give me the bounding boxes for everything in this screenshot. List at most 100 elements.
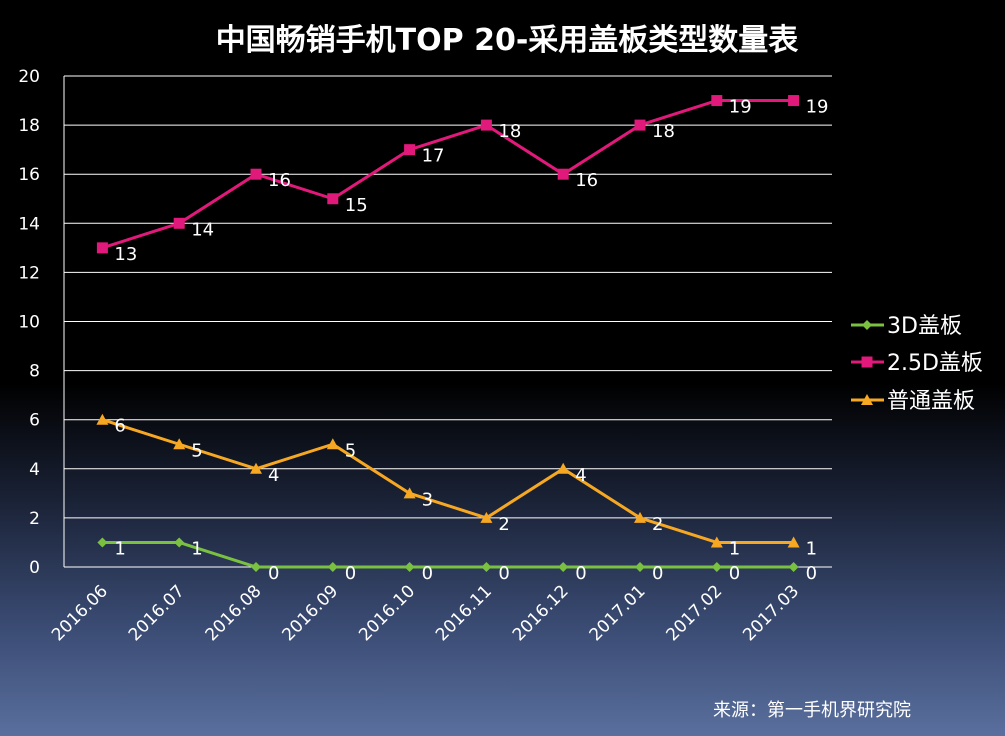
data-label: 3 — [422, 489, 433, 510]
x-tick-labels: 2016.06 2016.07 2016.08 2016.09 2016.10 2016.… — [48, 581, 803, 645]
series-group: 1 1 0 0 0 0 0 0 0 0 13 14 16 15 17 18 16 18 19 19 6 5 4 5 3 2 4 2 1 1 — [96, 95, 829, 584]
y-tick-label: 10 — [18, 313, 40, 333]
data-point-triangle — [787, 536, 800, 548]
legend-label: 3D盖板 — [887, 314, 962, 339]
y-tick-label: 4 — [29, 460, 40, 480]
legend-label: 2.5D盖板 — [887, 351, 983, 376]
source-note: 来源：第一手机界研究院 — [713, 700, 911, 721]
y-tick-labels: 0 2 4 6 8 10 12 14 16 18 20 — [18, 67, 40, 578]
data-label: 1 — [191, 538, 202, 559]
data-point-square — [327, 193, 339, 205]
y-tick-label: 0 — [29, 558, 40, 578]
x-tick-label: 2016.07 — [125, 581, 189, 645]
data-label: 15 — [345, 195, 368, 216]
data-label: 2 — [498, 514, 509, 535]
y-tick-label: 14 — [18, 214, 40, 234]
data-point-triangle — [96, 413, 109, 425]
data-label: 16 — [268, 170, 291, 191]
data-label: 0 — [806, 563, 817, 584]
x-tick-label: 2017.03 — [739, 581, 803, 645]
legend-entry: 2.5D盖板 — [851, 351, 983, 376]
data-point-square — [250, 168, 262, 180]
chart-title: 中国畅销手机TOP 20-采用盖板类型数量表 — [216, 23, 799, 58]
series-line — [102, 540, 794, 569]
data-label: 18 — [498, 121, 521, 142]
data-label: 0 — [422, 563, 433, 584]
data-point-square — [861, 356, 873, 368]
data-point-square — [480, 119, 492, 131]
data-point-square — [404, 144, 416, 156]
data-label: 0 — [652, 563, 663, 584]
data-point-square — [634, 119, 646, 131]
data-point-diamond — [711, 562, 722, 572]
data-label: 14 — [191, 219, 214, 240]
data-label: 0 — [575, 563, 586, 584]
data-label: 0 — [268, 563, 279, 584]
legend-entry: 3D盖板 — [851, 314, 962, 339]
data-point-diamond — [404, 562, 415, 572]
x-tick-label: 2017.02 — [662, 581, 726, 645]
data-point-diamond — [174, 537, 185, 548]
series-1: 13 14 16 15 17 18 16 18 19 19 — [96, 95, 829, 265]
data-point-square — [96, 242, 108, 254]
x-tick-label: 2016.11 — [432, 581, 496, 645]
data-point-triangle — [173, 438, 186, 450]
data-point-triangle — [480, 511, 493, 523]
data-point-triangle — [403, 487, 416, 499]
data-label: 19 — [806, 97, 829, 118]
data-point-diamond — [558, 562, 569, 572]
y-tick-label: 12 — [18, 263, 40, 283]
data-label: 1 — [114, 538, 125, 559]
data-label: 0 — [345, 563, 356, 584]
data-point-triangle — [861, 394, 873, 405]
data-label: 6 — [114, 416, 125, 437]
data-point-diamond — [635, 562, 645, 572]
data-point-diamond — [251, 562, 261, 572]
series-line — [101, 418, 794, 544]
x-tick-label: 2016.06 — [48, 581, 112, 645]
data-label: 18 — [652, 121, 675, 142]
y-tick-label: 18 — [18, 116, 40, 136]
data-point-square — [173, 217, 185, 229]
y-tick-label: 16 — [18, 165, 40, 185]
data-label: 13 — [114, 244, 137, 265]
data-point-diamond — [788, 562, 799, 572]
y-tick-label: 2 — [29, 509, 40, 529]
data-point-diamond — [481, 562, 492, 572]
y-tick-label: 6 — [29, 411, 40, 431]
legend-entry: 普通盖板 — [851, 389, 975, 414]
data-point-triangle — [250, 462, 262, 474]
data-point-triangle — [634, 511, 646, 523]
data-point-diamond — [862, 320, 872, 330]
data-label: 1 — [729, 538, 740, 559]
x-tick-label: 2016.08 — [202, 581, 266, 645]
data-point-diamond — [97, 537, 108, 548]
data-label: 0 — [729, 563, 740, 584]
data-point-square — [557, 168, 569, 180]
y-tick-label: 8 — [29, 362, 40, 382]
data-point-square — [711, 95, 723, 107]
data-label: 19 — [729, 97, 752, 118]
x-tick-label: 2017.01 — [586, 581, 650, 645]
data-label: 0 — [498, 563, 509, 584]
data-label: 5 — [191, 440, 202, 461]
data-label: 5 — [345, 440, 356, 461]
data-label: 16 — [575, 170, 598, 191]
data-label: 4 — [575, 465, 586, 486]
data-label: 1 — [806, 538, 817, 559]
y-tick-label: 20 — [18, 67, 40, 87]
series-0: 1 1 0 0 0 0 0 0 0 0 — [97, 537, 817, 584]
data-point-triangle — [557, 462, 570, 474]
data-point-diamond — [327, 562, 338, 572]
series-line — [101, 99, 794, 250]
data-point-triangle — [710, 536, 723, 548]
x-tick-label: 2016.10 — [355, 581, 419, 645]
data-label: 2 — [652, 514, 663, 535]
data-point-square — [788, 95, 800, 107]
series-2: 6 5 4 5 3 2 4 2 1 1 — [96, 413, 817, 559]
x-tick-label: 2016.12 — [509, 581, 573, 645]
data-point-triangle — [326, 438, 339, 450]
x-tick-label: 2016.09 — [278, 581, 342, 645]
gridlines — [64, 75, 832, 519]
